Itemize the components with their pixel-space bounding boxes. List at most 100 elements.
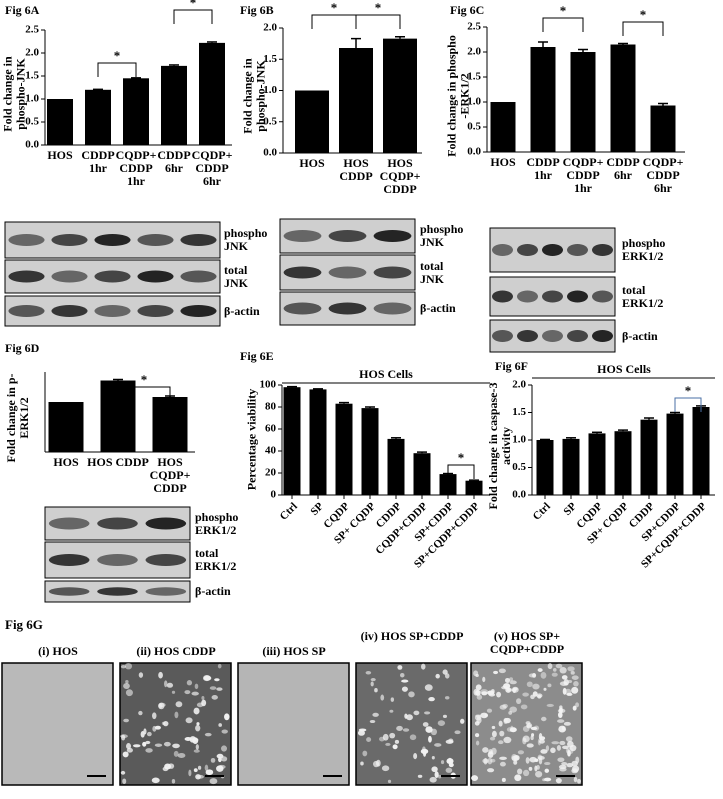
cell bbox=[571, 675, 579, 680]
cell bbox=[218, 723, 222, 727]
blot-label: total bbox=[195, 546, 219, 560]
significance-label: * bbox=[375, 0, 382, 15]
cell bbox=[177, 753, 186, 758]
blot-band bbox=[97, 517, 138, 530]
cell bbox=[425, 726, 433, 733]
blot-band bbox=[180, 305, 217, 317]
panel-title: Fig 6B bbox=[240, 3, 274, 17]
bar bbox=[666, 413, 684, 495]
blot-band bbox=[97, 554, 138, 566]
bar bbox=[283, 387, 301, 495]
bar bbox=[610, 44, 636, 152]
cell bbox=[538, 739, 545, 744]
x-tick-label: CDDP 1hr bbox=[81, 148, 115, 175]
cell bbox=[387, 779, 392, 784]
blot-band bbox=[517, 290, 538, 303]
cell bbox=[498, 740, 504, 745]
x-tick-label: CQDP+ CDDP 6hr bbox=[191, 148, 233, 188]
cell bbox=[535, 770, 543, 778]
significance-bracket bbox=[97, 62, 137, 77]
cell bbox=[565, 736, 573, 742]
cell bbox=[522, 725, 530, 733]
blot-band bbox=[283, 302, 322, 315]
blot-band bbox=[48, 554, 90, 566]
cell bbox=[216, 687, 223, 691]
y-tick-label: 1.0 bbox=[263, 84, 277, 96]
blot-label: phospho bbox=[420, 222, 464, 236]
cell bbox=[158, 703, 163, 709]
bar bbox=[85, 89, 111, 145]
cell bbox=[460, 718, 465, 724]
cell bbox=[193, 707, 200, 715]
cell bbox=[362, 750, 368, 757]
y-tick-label: 1.0 bbox=[512, 434, 526, 446]
cell bbox=[528, 766, 533, 771]
y-tick-label: 0.0 bbox=[467, 146, 481, 158]
blot-band bbox=[145, 517, 187, 530]
bar bbox=[361, 408, 379, 495]
bar bbox=[47, 99, 73, 145]
blot-band bbox=[48, 517, 90, 530]
bar bbox=[570, 52, 596, 152]
cell bbox=[120, 665, 126, 669]
cell bbox=[431, 766, 438, 773]
bar bbox=[650, 105, 676, 152]
micrograph-label: (v) HOS SP+ CQDP+CDDP bbox=[489, 629, 565, 656]
blot-band bbox=[328, 302, 367, 315]
cell bbox=[550, 747, 556, 754]
blot-band bbox=[567, 330, 588, 342]
blot-label: ERK1/2 bbox=[195, 559, 237, 573]
cell bbox=[140, 731, 145, 738]
cell bbox=[522, 692, 529, 697]
cell bbox=[503, 736, 512, 744]
cell bbox=[563, 721, 571, 726]
cell bbox=[161, 721, 166, 725]
blot-band bbox=[592, 244, 613, 256]
cell bbox=[195, 724, 201, 732]
blot-band bbox=[328, 230, 367, 242]
cell bbox=[434, 771, 439, 779]
cell bbox=[491, 730, 497, 738]
cell bbox=[422, 722, 429, 727]
x-tick-label: CQDP+ CDDP 6hr bbox=[642, 155, 684, 195]
cell bbox=[152, 712, 157, 720]
micrograph bbox=[1, 662, 114, 786]
x-tick-label: HOS CQDP+ CDDP bbox=[379, 156, 421, 196]
cell bbox=[516, 698, 522, 705]
blot-band bbox=[137, 234, 174, 246]
cell bbox=[369, 719, 376, 724]
cell bbox=[540, 749, 548, 754]
significance-label: * bbox=[331, 0, 338, 15]
cell bbox=[482, 676, 486, 683]
cell bbox=[435, 673, 440, 679]
cell bbox=[475, 684, 482, 691]
cell bbox=[392, 744, 398, 750]
cell bbox=[164, 680, 168, 688]
cell bbox=[123, 718, 130, 723]
cell bbox=[537, 668, 543, 672]
cell bbox=[511, 755, 519, 762]
cell bbox=[146, 731, 152, 737]
cell bbox=[132, 744, 141, 748]
y-tick-label: 40 bbox=[265, 445, 277, 457]
blot-band bbox=[373, 266, 412, 279]
cell bbox=[555, 663, 563, 669]
micrograph-label: (iii) HOS SP bbox=[262, 644, 326, 658]
cell bbox=[520, 704, 528, 710]
cell bbox=[358, 728, 367, 732]
y-tick-label: 0 bbox=[271, 489, 277, 501]
cell bbox=[220, 756, 228, 762]
significance-label: * bbox=[640, 7, 647, 22]
cell bbox=[522, 735, 530, 743]
cell bbox=[209, 778, 218, 785]
cell bbox=[562, 687, 567, 695]
cell bbox=[126, 743, 132, 750]
cell bbox=[400, 672, 405, 678]
micrograph bbox=[119, 662, 232, 786]
cell bbox=[557, 757, 565, 763]
cell bbox=[401, 679, 409, 683]
cell bbox=[563, 679, 569, 686]
cell bbox=[209, 686, 217, 690]
cell bbox=[499, 756, 507, 761]
y-tick-label: 2.0 bbox=[25, 47, 39, 59]
